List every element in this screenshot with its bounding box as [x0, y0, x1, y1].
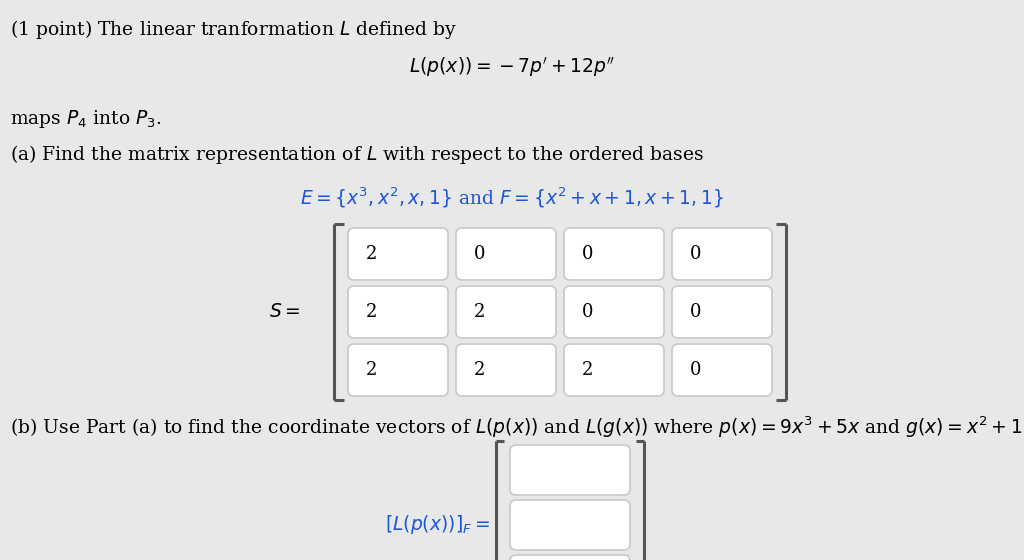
FancyBboxPatch shape [510, 500, 630, 550]
Text: 0: 0 [690, 361, 701, 379]
FancyBboxPatch shape [510, 445, 630, 495]
Text: $S =$: $S =$ [268, 303, 300, 321]
Text: (1 point) The linear tranformation $\mathit{L}$ defined by: (1 point) The linear tranformation $\mat… [10, 18, 457, 41]
Text: 2: 2 [366, 361, 378, 379]
FancyBboxPatch shape [564, 228, 664, 280]
Text: $E = \{x^3, x^2, x, 1\}$ and $F = \{x^2 + x + 1, x + 1, 1\}$: $E = \{x^3, x^2, x, 1\}$ and $F = \{x^2 … [300, 185, 724, 209]
FancyBboxPatch shape [456, 344, 556, 396]
Text: (a) Find the matrix representation of $L$ with respect to the ordered bases: (a) Find the matrix representation of $L… [10, 143, 705, 166]
Text: 2: 2 [366, 303, 378, 321]
Text: 0: 0 [690, 303, 701, 321]
Text: 0: 0 [474, 245, 485, 263]
FancyBboxPatch shape [564, 286, 664, 338]
FancyBboxPatch shape [456, 286, 556, 338]
Text: 0: 0 [582, 245, 594, 263]
Text: 2: 2 [582, 361, 593, 379]
FancyBboxPatch shape [510, 555, 630, 560]
Text: 2: 2 [366, 245, 378, 263]
FancyBboxPatch shape [456, 228, 556, 280]
Text: (b) Use Part (a) to find the coordinate vectors of $L(p(x))$ and $L(g(x))$ where: (b) Use Part (a) to find the coordinate … [10, 415, 1024, 441]
FancyBboxPatch shape [672, 286, 772, 338]
FancyBboxPatch shape [564, 344, 664, 396]
Text: 2: 2 [474, 303, 485, 321]
Text: 0: 0 [582, 303, 594, 321]
FancyBboxPatch shape [348, 344, 449, 396]
FancyBboxPatch shape [672, 344, 772, 396]
Text: $L(p(x)) = -7p^{\prime} + 12p^{\prime\prime}$: $L(p(x)) = -7p^{\prime} + 12p^{\prime\pr… [409, 55, 615, 79]
Text: 0: 0 [690, 245, 701, 263]
FancyBboxPatch shape [348, 228, 449, 280]
FancyBboxPatch shape [348, 286, 449, 338]
Text: maps $P_4$ into $P_3$.: maps $P_4$ into $P_3$. [10, 108, 162, 130]
Text: $[L(p(x))]_F =$: $[L(p(x))]_F =$ [385, 514, 490, 536]
Text: 2: 2 [474, 361, 485, 379]
FancyBboxPatch shape [672, 228, 772, 280]
